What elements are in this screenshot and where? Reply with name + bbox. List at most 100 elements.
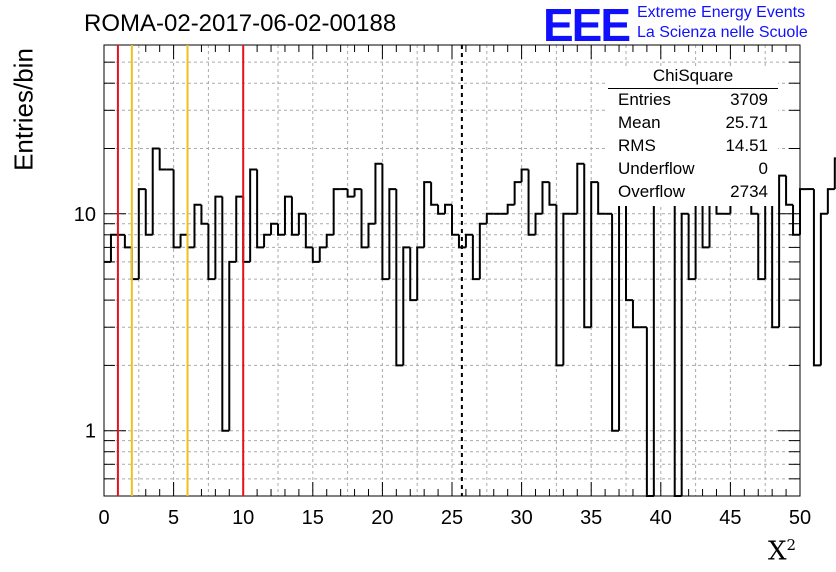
x-tick-label: 20	[371, 507, 393, 529]
stats-row: Underflow 0	[618, 159, 776, 181]
stats-box: ChiSquare Entries 3709 Mean 25.71 RMS 14…	[608, 66, 778, 206]
histogram-bin	[137, 188, 146, 280]
histogram-bin	[757, 213, 766, 281]
histogram-bin	[235, 195, 244, 262]
histogram-bin	[485, 212, 494, 224]
y-tick-label: 1	[85, 421, 96, 443]
histogram-bin	[778, 174, 787, 328]
histogram-bin	[109, 233, 118, 262]
logo-line-2: La Scienza nelle Scuole	[637, 24, 808, 41]
histogram-bin	[457, 234, 466, 249]
histogram-bin	[346, 189, 355, 198]
histogram-bin	[360, 189, 369, 249]
x-tick-label: 10	[232, 507, 254, 529]
histogram-bin	[645, 327, 654, 497]
stats-label: Overflow	[618, 182, 686, 201]
histogram-bin	[764, 195, 773, 280]
histogram-bin	[541, 181, 550, 214]
stats-value: 3709	[730, 90, 768, 109]
histogram-bin	[353, 188, 362, 197]
histogram-bin	[785, 175, 794, 206]
histogram-bin	[270, 222, 278, 235]
histogram-bin	[221, 196, 230, 432]
histogram-bin	[242, 196, 251, 263]
histogram-bin	[590, 181, 599, 328]
x-tick-label: 15	[302, 507, 324, 529]
histogram-bin	[249, 168, 258, 262]
histogram-bin	[673, 204, 682, 497]
histogram-bin	[402, 246, 411, 366]
histogram-bin	[332, 188, 341, 235]
stats-value: 2734	[730, 182, 768, 201]
x-tick-label: 35	[580, 507, 602, 529]
histogram-bin	[374, 162, 383, 224]
x-tick-label: 50	[789, 507, 811, 529]
histogram-bin	[833, 157, 836, 190]
histogram-bin	[555, 204, 564, 367]
histogram-bin	[172, 169, 181, 249]
histogram-bin	[409, 247, 418, 302]
stats-label: Entries	[618, 90, 671, 109]
histogram-bin	[388, 188, 397, 280]
stats-value: 0	[758, 159, 768, 178]
histogram-bin	[826, 188, 835, 214]
stats-row: RMS 14.51	[618, 136, 776, 158]
stats-label: RMS	[618, 136, 656, 155]
stats-value: 25.71	[725, 113, 768, 132]
eee-logo: EEE	[543, 0, 631, 51]
histogram-bin	[207, 223, 216, 281]
histogram-bin	[520, 168, 529, 183]
chart-title: ROMA-02-2017-06-02-00188	[84, 10, 397, 37]
x-tick-label: 25	[441, 507, 463, 529]
histogram-bin	[297, 212, 306, 235]
histogram-bin	[395, 189, 404, 367]
x-tick-label: 40	[650, 507, 672, 529]
histogram-bin	[444, 203, 452, 214]
histogram-bin	[186, 234, 195, 249]
histogram-bin	[451, 204, 459, 236]
histogram-bin	[151, 147, 160, 235]
histogram-bin	[283, 195, 292, 235]
x-tick-label: 0	[98, 507, 109, 529]
stats-label: Underflow	[618, 159, 695, 178]
logo-line-1: Extreme Energy Events	[637, 4, 806, 21]
histogram-bin	[325, 233, 334, 248]
histogram-bin	[158, 148, 167, 171]
stats-row: Overflow 2734	[618, 182, 776, 204]
histogram-bin	[527, 169, 536, 236]
histogram-bin	[200, 204, 209, 225]
histogram-bin	[799, 188, 807, 235]
histogram-bin	[680, 212, 689, 496]
histogram-bin	[792, 204, 800, 236]
y-axis-label: Entries/bin	[8, 48, 39, 171]
histogram-bin	[228, 260, 237, 431]
histogram-bin	[423, 181, 432, 248]
histogram-bin	[304, 213, 313, 249]
histogram-bin	[214, 195, 223, 280]
histogram-bin	[513, 181, 522, 205]
histogram-bin	[290, 196, 299, 236]
histogram-bin	[576, 162, 585, 214]
y-tick-label: 10	[74, 204, 96, 226]
histogram-bin	[416, 246, 425, 301]
histogram-bin	[179, 233, 188, 248]
histogram-bin	[381, 163, 390, 281]
histogram-bin	[277, 223, 285, 236]
x-tick-label: 5	[168, 507, 179, 529]
histogram-bin	[562, 212, 571, 366]
histogram-bin	[597, 182, 606, 215]
histogram-bin	[687, 213, 696, 281]
histogram-bin	[430, 182, 439, 206]
histogram-bin	[471, 234, 480, 281]
histogram-bin	[583, 163, 592, 329]
histogram-bin	[367, 222, 376, 248]
stats-value: 14.51	[725, 136, 768, 155]
histogram-bin	[193, 203, 202, 248]
histogram-bin	[437, 204, 446, 215]
histogram-bin	[144, 189, 153, 236]
histogram-bin	[819, 212, 828, 366]
histogram-bin	[311, 247, 320, 263]
histogram-bin	[263, 233, 272, 248]
histogram-bin	[506, 203, 515, 214]
